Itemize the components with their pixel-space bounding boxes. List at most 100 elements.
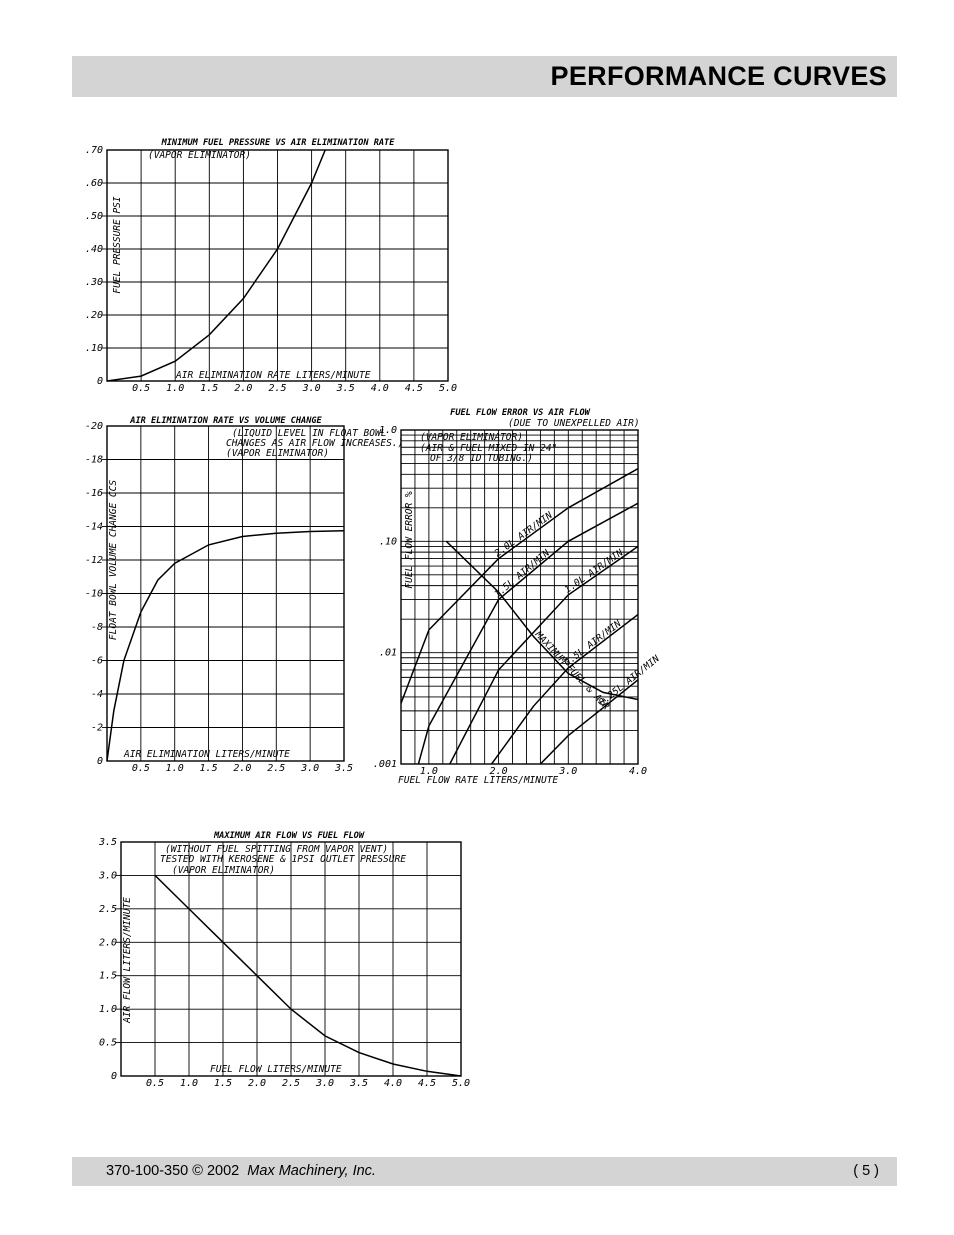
y-tick-label: .01 [379,648,397,659]
x-axis-label: AIR ELIMINATION RATE LITERS/MINUTE [175,370,371,381]
chart-max-air-flow: 0.5 1.0 1.5 2.0 2.5 3.0 3.5 4.0 4.5 5.0 0 0.5 1.0 1.5… [98,831,470,1089]
footer-page-number: ( 5 ) [853,1163,879,1179]
plot-frame [106,425,345,762]
y-tick-label: -12 [85,555,103,566]
x-tick-label: 1.0 [420,766,438,777]
series-line [539,679,639,765]
y-tick-label: .60 [85,178,103,189]
series-line [154,874,462,1077]
page-footer: 370-100-350 © 2002 Max Machinery, Inc. (… [72,1157,897,1186]
x-tick-label: 4.0 [629,766,647,777]
grid [401,430,638,764]
y-tick-label: 0 [97,376,103,387]
y-axis-label: FLOAT BOWL VOLUME CHANGE CCS [108,480,119,640]
y-tick-label: 0 [111,1071,117,1082]
y-tick-label: 2.5 [99,904,117,915]
x-tick-label: 3.5 [334,763,353,774]
y-axis-label: FUEL PRESSURE PSI [112,196,123,294]
x-tick-label: 1.5 [200,763,218,774]
y-tick-label: -6 [91,656,103,667]
y-tick-label: -2 [91,723,103,734]
series-label: 1.0L AIR/MIN [563,547,626,595]
y-tick-label: -18 [85,455,103,466]
x-tick-label: 1.0 [180,1078,198,1089]
series-line [400,467,639,704]
x-tick-label: 5.0 [452,1078,470,1089]
grid [102,426,344,761]
x-tick-label: 2.5 [267,763,285,774]
plot-frame [400,429,639,765]
x-tick-label: 2.0 [233,763,251,774]
chart-note: (LIQUID LEVEL IN FLOAT BOWL [232,428,386,439]
y-tick-label: .70 [85,145,103,156]
x-tick-label: 4.0 [384,1078,402,1089]
chart-note: (VAPOR ELIMINATOR) [226,448,329,459]
chart-title: FUEL FLOW ERROR VS AIR FLOW [450,408,591,418]
y-tick-label: -10 [85,589,103,600]
y-tick-label: -8 [91,622,103,633]
page-title: PERFORMANCE CURVES [550,61,887,91]
y-tick-label: -20 [85,421,103,432]
chart-note: TESTED WITH KEROSENE & 1PSI OUTLET PRESS… [160,854,406,865]
chart-title: MINIMUM FUEL PRESSURE VS AIR ELIMINATION… [161,138,396,148]
footer-doc-number: 370-100-350 © 2002 [106,1163,240,1179]
x-tick-label: 3.0 [302,383,321,394]
y-tick-label: .10 [379,536,397,547]
chart-min-fuel-pressure: 0.5 1.0 1.5 2.0 2.5 3.0 3.5 4.0 4.5 5.0 0 .10 .20 .30… [85,138,457,394]
plot-frame [106,149,449,382]
chart-fuel-flow-error: 1.0 2.0 3.0 4.0 .001 .01 .10 1.0 FUEL FLOW ERROR… [373,408,662,786]
series-line [445,540,639,701]
x-tick-label: 2.0 [490,766,508,777]
x-tick-label: 1.0 [166,763,184,774]
x-tick-label: 2.0 [234,383,252,394]
chart-volume-change: 0.5 1.0 1.5 2.0 2.5 3.0 3.5 0 -2 -4 -6 -8 -10 -12 -14 -… [85,416,403,774]
series-line [106,529,345,762]
chart-note: (VAPOR ELIMINATOR) [148,150,251,161]
y-axis-label: AIR FLOW LITERS/MINUTE [122,897,133,1024]
y-tick-label: 3.0 [98,870,117,881]
y-tick-label: -4 [91,689,103,700]
x-tick-label: 1.0 [166,383,184,394]
x-tick-label: 1.5 [214,1078,232,1089]
y-tick-label: 0.5 [99,1038,117,1049]
y-tick-label: 1.5 [99,971,117,982]
x-tick-label: 2.5 [268,383,286,394]
x-tick-label: 2.0 [248,1078,266,1089]
y-tick-label: .40 [85,244,103,255]
x-tick-label: 0.5 [132,763,150,774]
y-tick-label: .30 [85,277,103,288]
y-tick-label: 3.5 [98,837,117,848]
x-tick-label: 4.0 [371,383,389,394]
chart-note: (AIR & FUEL MIXED IN 24" [420,443,557,454]
chart-note: CHANGES AS AIR FLOW INCREASES.) [226,438,403,449]
series-line [490,613,639,765]
x-tick-label: 0.5 [146,1078,164,1089]
plot-frame [120,841,462,1077]
x-tick-label: 3.5 [349,1078,368,1089]
x-tick-label: 3.5 [336,383,355,394]
chart-note: (DUE TO UNEXPELLED AIR) [508,418,640,429]
y-tick-label: -16 [85,488,103,499]
y-tick-label: 1.0 [99,1004,117,1015]
chart-note: (WITHOUT FUEL SPITTING FROM VAPOR VENT) [165,844,388,855]
y-tick-label: 2.0 [99,937,117,948]
x-tick-label: 5.0 [439,383,457,394]
x-tick-label: 3.0 [300,763,319,774]
page-header: PERFORMANCE CURVES [72,56,897,97]
chart-title: MAXIMUM AIR FLOW VS FUEL FLOW [213,831,365,841]
series-line [106,149,326,382]
chart-note: OF 3/8 ID TUBING.) [430,453,533,464]
x-tick-label: 3.0 [315,1078,334,1089]
y-axis-label: FUEL FLOW ERROR % [404,491,415,589]
y-tick-label: .10 [85,343,103,354]
x-tick-label: 0.5 [132,383,150,394]
y-tick-label: 0 [97,756,103,767]
series-line [449,545,639,765]
footer-doc-info: 370-100-350 © 2002 Max Machinery, Inc. [106,1163,376,1179]
x-axis-label: FUEL FLOW LITERS/MINUTE [210,1064,342,1075]
x-tick-label: 2.5 [282,1078,300,1089]
chart-title: AIR ELIMINATION RATE VS VOLUME CHANGE [129,416,322,426]
y-tick-label: .001 [373,759,397,770]
x-tick-label: 4.5 [405,383,423,394]
